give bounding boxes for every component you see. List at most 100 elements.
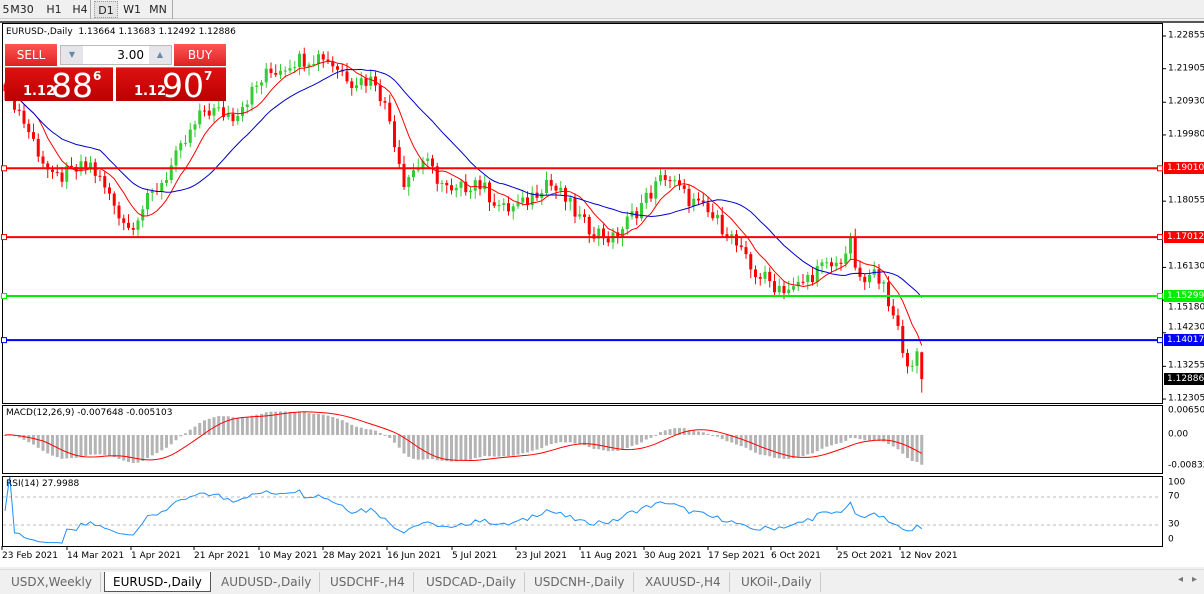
macd-histogram-bar: [41, 435, 45, 451]
scroll-left-icon[interactable]: ◂: [1178, 574, 1184, 585]
price-axis-label: 1.16130: [1168, 261, 1204, 272]
price-axis-label: 1.18055: [1168, 195, 1204, 206]
chart-tab[interactable]: EURUSD-,Daily: [104, 572, 211, 592]
macd-histogram-bar: [459, 435, 463, 461]
candle-body: [355, 85, 358, 88]
macd-histogram-bar: [198, 422, 202, 435]
candle-body: [283, 70, 287, 72]
macd-histogram-bar: [720, 435, 724, 440]
macd-histogram-bar: [393, 435, 396, 443]
candle-body: [720, 214, 724, 235]
macd-histogram-bar: [70, 435, 73, 459]
macd-histogram-bar: [412, 435, 415, 459]
macd-histogram-bar: [687, 429, 691, 435]
increase-lot-icon[interactable]: ▲: [149, 46, 171, 64]
candle-body: [758, 277, 762, 279]
timeframe-w1[interactable]: W1: [123, 3, 141, 16]
macd-histogram-bar: [260, 413, 263, 435]
macd-legend: MACD(12,26,9) -0.007648 -0.005103: [6, 408, 173, 418]
level-handle: [1, 337, 7, 344]
candle-body: [312, 63, 316, 65]
candle-body: [359, 78, 363, 86]
timeframe-5[interactable]: 5: [2, 3, 10, 16]
macd-histogram-bar: [27, 435, 31, 443]
candle-body: [768, 271, 772, 282]
macd-histogram-bar: [141, 435, 145, 462]
candle-body: [578, 214, 582, 217]
timeframe-toolbar: 5 M30 H1 H4 D1 W1 MN: [0, 0, 1204, 19]
price-axis-label: 1.15180: [1168, 302, 1204, 313]
macd-histogram-bar: [3, 435, 7, 436]
decrease-lot-icon[interactable]: ▼: [61, 46, 83, 64]
price-axis-label: 1.19980: [1168, 129, 1204, 140]
candle-body: [117, 205, 121, 219]
candle-body: [383, 101, 387, 103]
macd-histogram-bar: [122, 435, 126, 461]
candle-body: [602, 228, 605, 239]
lot-input[interactable]: 3.00: [117, 48, 144, 62]
candle-body: [388, 102, 392, 122]
chart-tab[interactable]: USDCNH-,Daily: [526, 572, 634, 592]
timeframe-m30[interactable]: M30: [10, 3, 34, 16]
chart-tab[interactable]: UKOil-,Daily: [733, 572, 821, 592]
macd-histogram-bar: [825, 435, 829, 447]
buy-button[interactable]: BUY: [174, 44, 226, 66]
sell-price[interactable]: 1.12 88 6: [5, 66, 113, 105]
level-price-label: 1.14017: [1164, 334, 1204, 347]
timeframe-h1[interactable]: H1: [46, 3, 62, 16]
timeframe-d1[interactable]: D1: [94, 1, 118, 18]
macd-histogram-bar: [445, 435, 449, 462]
candle-body: [825, 262, 829, 264]
chart-tab[interactable]: AUDUSD-,Daily: [213, 572, 321, 592]
timeframe-mn[interactable]: MN: [149, 3, 167, 16]
timeframe-h4[interactable]: H4: [72, 3, 88, 16]
candle-body: [882, 282, 886, 284]
candle-body: [350, 81, 354, 88]
chart-tab[interactable]: XAUUSD-,H4: [637, 572, 730, 592]
macd-histogram-bar: [203, 420, 206, 435]
macd-histogram-bar: [706, 433, 710, 435]
candle-body: [673, 180, 677, 182]
macd-histogram-bar: [378, 432, 382, 435]
candle-body: [473, 180, 477, 191]
macd-histogram-bar: [649, 435, 653, 438]
scroll-right-icon[interactable]: ▸: [1192, 574, 1198, 585]
candle-body: [459, 181, 463, 188]
macd-histogram-bar: [801, 435, 805, 457]
macd-histogram-bar: [374, 430, 377, 435]
level-handle: [1157, 234, 1163, 241]
macd-histogram-bar: [692, 430, 696, 435]
macd-histogram-bar: [887, 435, 890, 444]
moving-average-slow: [4, 68, 923, 298]
rsi-pane: [2, 476, 1163, 547]
candle-body: [136, 220, 140, 230]
macd-histogram-bar: [858, 435, 862, 440]
candle-body: [640, 202, 643, 219]
candle-body: [112, 193, 116, 206]
chart-tab[interactable]: USDX,Weekly: [3, 572, 101, 592]
candle-body: [131, 227, 135, 230]
candle-body: [554, 185, 558, 191]
chart-tab[interactable]: USDCAD-,Daily: [418, 572, 525, 592]
buy-price[interactable]: 1.12 90 7: [116, 66, 226, 105]
chart-tab[interactable]: USDCHF-,H4: [322, 572, 414, 592]
macd-histogram-bar: [635, 435, 639, 445]
macd-histogram-bar: [312, 413, 316, 435]
macd-histogram-bar: [326, 415, 330, 435]
macd-histogram-bar: [74, 435, 78, 458]
candle-body: [511, 206, 515, 212]
macd-histogram-bar: [222, 416, 225, 435]
candle-body: [834, 262, 838, 267]
candle-body: [701, 200, 705, 203]
macd-histogram-bar: [193, 426, 197, 435]
candle-body: [51, 169, 54, 172]
level-handle: [1157, 337, 1163, 344]
toolbar-separator: [90, 0, 91, 19]
macd-histogram-bar: [559, 435, 563, 443]
lot-stepper[interactable]: ▼ 3.00 ▲: [60, 45, 172, 65]
sell-button[interactable]: SELL: [5, 44, 57, 66]
macd-histogram-bar: [407, 435, 411, 457]
macd-histogram-bar: [492, 435, 496, 457]
macd-histogram-bar: [554, 435, 558, 444]
